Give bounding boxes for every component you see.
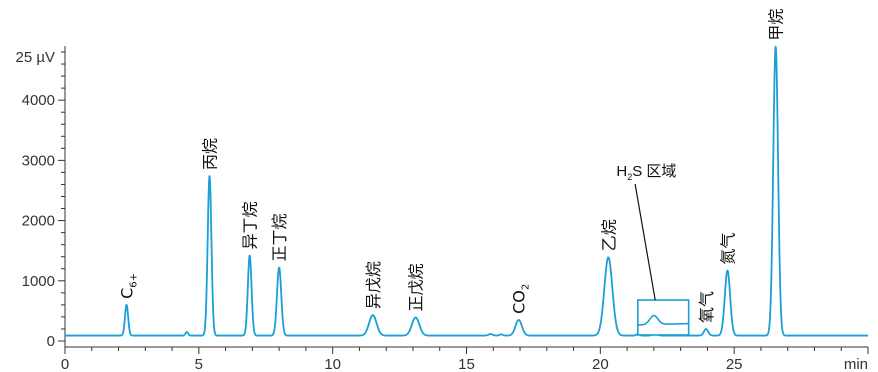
x-axis-label: min xyxy=(844,356,868,372)
peak-label: C6+ xyxy=(118,273,140,299)
chromatogram-trace xyxy=(64,45,869,337)
y-unit-label: 25 µV xyxy=(16,49,56,66)
x-tick-label: 20 xyxy=(592,356,609,372)
h2s-region-annotation: H2S 区域 xyxy=(616,163,690,336)
peak-label: 甲烷 xyxy=(767,9,786,41)
peak-label: 氮气 xyxy=(719,233,738,265)
h2s-inset-box xyxy=(637,299,690,336)
h2s-region-label: H2S 区域 xyxy=(616,163,676,182)
y-axis: 0 1000 2000 3000 4000 25 µV xyxy=(16,46,66,350)
x-tick-label: 15 xyxy=(458,356,475,372)
h2s-inset-trace xyxy=(637,314,689,326)
x-tick-label: 10 xyxy=(324,356,341,372)
y-tick-label: 2000 xyxy=(22,213,55,230)
peak-label: CO2 xyxy=(510,284,532,314)
peak-label: 乙烷 xyxy=(599,219,618,251)
x-axis: 0 5 10 15 20 25 min xyxy=(61,346,869,372)
peak-label: 正丁烷 xyxy=(270,213,289,261)
peak-label: 异戊烷 xyxy=(364,261,383,309)
y-tick-label: 4000 xyxy=(22,92,55,109)
peak-label: 正戊烷 xyxy=(407,263,426,311)
y-tick-label: 3000 xyxy=(22,152,55,169)
peak-label: 异丁烷 xyxy=(241,201,260,249)
h2s-leader-line xyxy=(634,183,656,301)
x-tick-label: 5 xyxy=(195,356,203,372)
x-tick-label: 0 xyxy=(61,356,69,372)
x-tick-label: 25 xyxy=(726,356,743,372)
y-tick-label: 0 xyxy=(47,333,55,350)
y-tick-label: 1000 xyxy=(22,273,55,290)
peak-label: 丙烷 xyxy=(201,138,220,170)
peak-label: 氧气 xyxy=(697,291,716,323)
